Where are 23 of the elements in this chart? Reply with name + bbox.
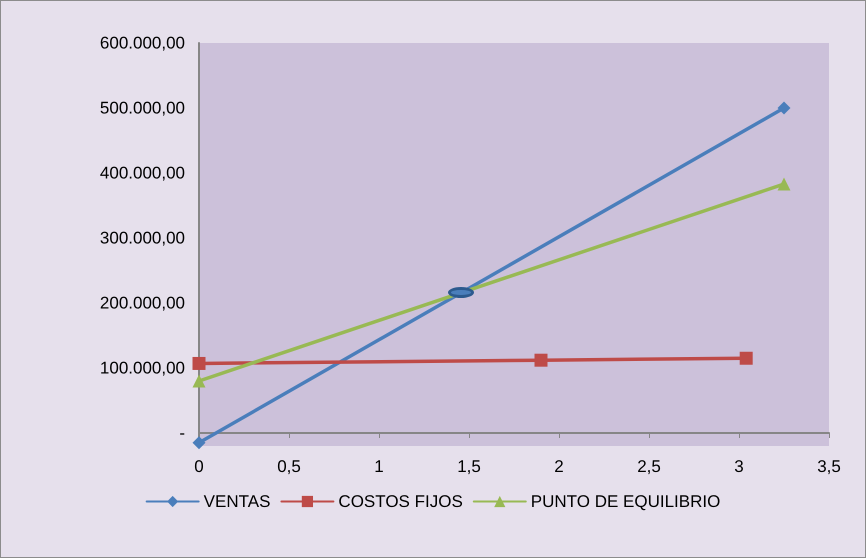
y-tick-label: 200.000,00 bbox=[100, 294, 185, 312]
point bbox=[192, 356, 206, 370]
point bbox=[534, 354, 548, 367]
point bbox=[778, 102, 790, 114]
x-tick-label: 0 bbox=[194, 457, 204, 476]
x-tick-label: 2 bbox=[554, 457, 564, 476]
legend-label: COSTOS FIJOS bbox=[338, 492, 463, 511]
point bbox=[740, 352, 753, 365]
x-tick-label: 1,5 bbox=[457, 457, 481, 476]
y-tick-label: 100.000,00 bbox=[100, 358, 185, 378]
point bbox=[192, 436, 206, 450]
y-tick-label: 500.000,00 bbox=[100, 98, 185, 118]
y-tick-label: 400.000,00 bbox=[100, 164, 185, 182]
x-tick-label: 2,5 bbox=[637, 457, 661, 476]
y-tick-label: - bbox=[179, 424, 185, 442]
y-tick-label: 300.000,00 bbox=[100, 228, 185, 248]
x-tick-label: 0,5 bbox=[277, 457, 301, 476]
legend-label: PUNTO DE EQUILIBRIO bbox=[530, 492, 720, 511]
legend-label: VENTAS bbox=[204, 492, 270, 511]
y-tick-label: 600.000,00 bbox=[100, 34, 185, 52]
x-tick-label: 3,5 bbox=[817, 457, 841, 476]
x-tick-label: 3 bbox=[734, 457, 744, 476]
x-tick-label: 1 bbox=[374, 457, 384, 476]
